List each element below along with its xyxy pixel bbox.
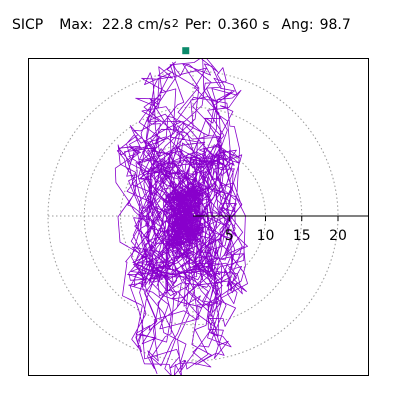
radial-tick-label: 10 <box>257 228 275 244</box>
max-label: Max: <box>59 17 93 33</box>
ang-label: Ang: <box>281 17 314 33</box>
ang-value: 98.7 <box>319 17 351 33</box>
per-value: 0.360 s <box>217 17 270 33</box>
radial-axis <box>193 215 368 221</box>
radial-tick-label: 5 <box>225 228 234 244</box>
max-unit-exponent: 2 <box>171 17 179 30</box>
radial-tick-labels: 5 10 15 20 <box>225 228 347 244</box>
orbit-path <box>114 59 248 375</box>
radial-tick-label: 15 <box>293 228 311 244</box>
orbit-trace <box>114 59 248 375</box>
max-marker <box>182 47 190 55</box>
plot-header: SICP Max: 22.8 cm/s 2 Per: 0.360 s Ang: 9… <box>12 17 351 39</box>
radial-tick-label: 20 <box>329 228 347 244</box>
max-value: 22.8 cm/s <box>101 17 171 33</box>
max-point-marker <box>182 47 190 55</box>
per-label: Per: <box>184 17 212 33</box>
channel-label: SICP <box>12 17 44 33</box>
